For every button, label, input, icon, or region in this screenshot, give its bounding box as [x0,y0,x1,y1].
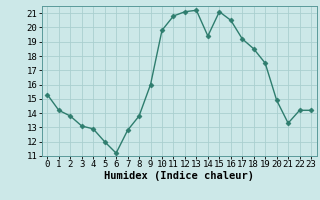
X-axis label: Humidex (Indice chaleur): Humidex (Indice chaleur) [104,171,254,181]
